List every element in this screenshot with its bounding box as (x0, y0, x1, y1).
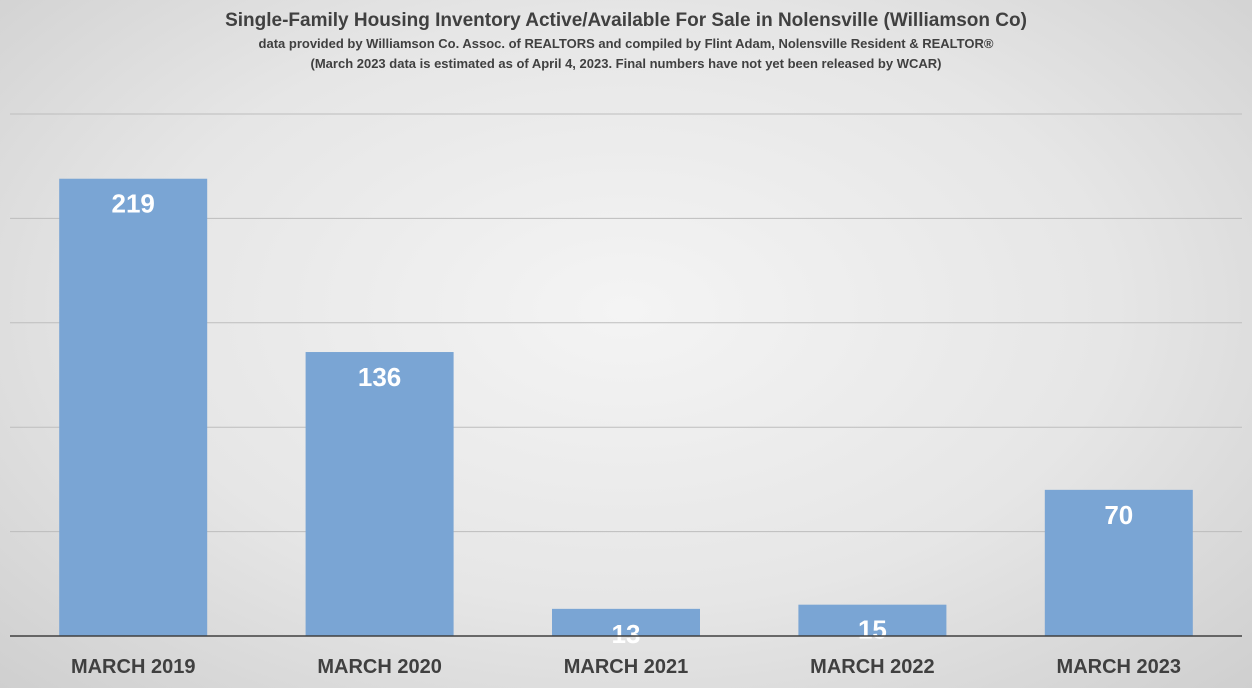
x-tick-label: MARCH 2023 (1057, 656, 1181, 678)
bar-march-2020 (305, 352, 454, 636)
x-tick-label: MARCH 2020 (317, 656, 441, 678)
data-label: 15 (858, 615, 887, 645)
data-label: 70 (1104, 500, 1133, 530)
chart-title: Single-Family Housing Inventory Active/A… (225, 10, 1027, 31)
chart-subtitle-source: data provided by Williamson Co. Assoc. o… (258, 36, 994, 51)
x-tick-label: MARCH 2019 (71, 656, 195, 678)
data-label: 219 (112, 189, 155, 219)
x-tick-label: MARCH 2021 (564, 656, 688, 678)
chart-subtitle-note: (March 2023 data is estimated as of Apri… (310, 56, 942, 71)
bar-march-2022 (798, 604, 947, 636)
bar-march-2019 (59, 178, 208, 636)
x-tick-label: MARCH 2022 (810, 656, 934, 678)
bar-march-2021 (552, 608, 700, 636)
data-label: 13 (612, 619, 641, 649)
bar-march-2023 (1044, 489, 1193, 636)
chart-titles: Single-Family Housing Inventory Active/A… (0, 8, 1252, 74)
data-label: 136 (358, 362, 401, 392)
